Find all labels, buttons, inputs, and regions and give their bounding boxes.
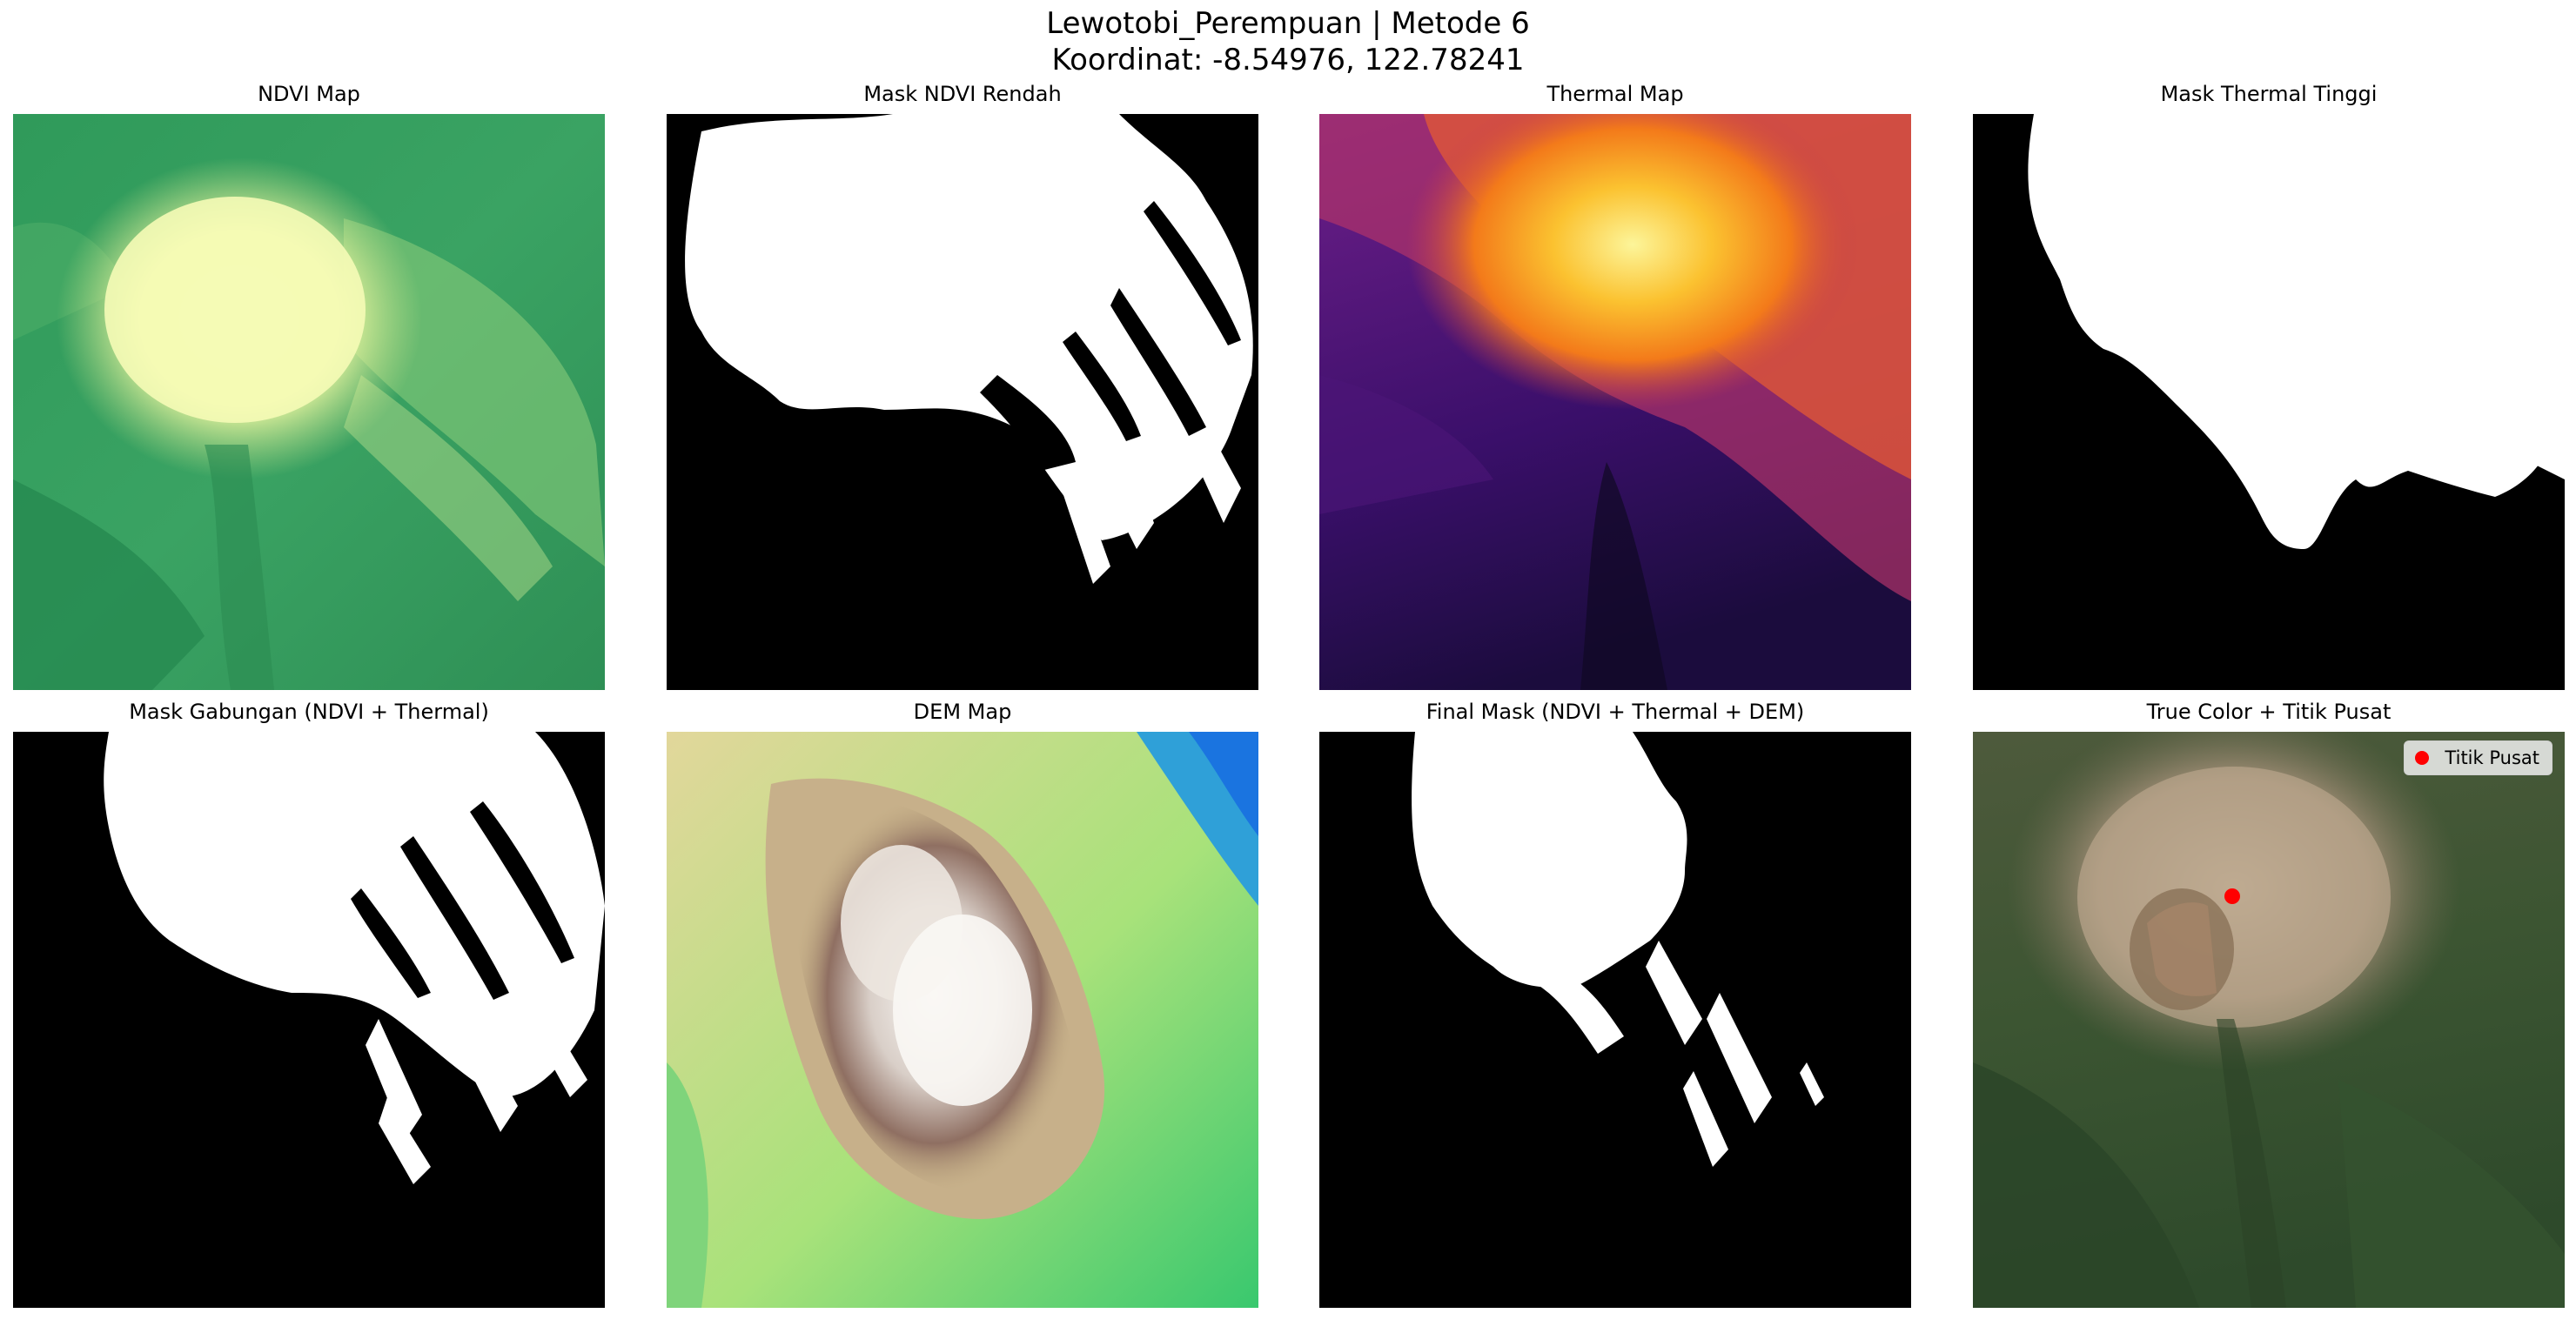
thermal-map-image [1319, 114, 1911, 690]
legend-label: Titik Pusat [2445, 747, 2539, 768]
ndvi-map-image [13, 114, 605, 690]
panel-title-dem-map: DEM Map [913, 700, 1012, 724]
figure-title: Lewotobi_Perempuan | Metode 6 Koordinat:… [0, 5, 2576, 78]
panel-title-ndvi-map: NDVI Map [258, 82, 360, 106]
panel-title-true-color: True Color + Titik Pusat [2146, 700, 2392, 724]
legend: Titik Pusat [2404, 740, 2553, 775]
dem-map-image [667, 732, 1258, 1308]
panel-title-mask-thermal-tinggi: Mask Thermal Tinggi [2160, 82, 2378, 106]
mask-gabungan-image [13, 732, 605, 1308]
panel-title-mask-ndvi-rendah: Mask NDVI Rendah [863, 82, 1062, 106]
panel-title-thermal-map: Thermal Map [1546, 82, 1684, 106]
mask-ndvi-rendah-image [667, 114, 1258, 690]
true-color-image: Titik Pusat [1973, 732, 2565, 1308]
titik-pusat-marker [2224, 888, 2240, 904]
figure-title-line1: Lewotobi_Perempuan | Metode 6 [1046, 6, 1530, 41]
figure-title-line2: Koordinat: -8.54976, 122.78241 [1051, 43, 1525, 77]
mask-thermal-tinggi-image [1973, 114, 2565, 690]
panel-title-mask-gabungan: Mask Gabungan (NDVI + Thermal) [129, 700, 489, 724]
final-mask-image [1319, 732, 1911, 1308]
red-dot-marker-icon [2415, 751, 2430, 765]
panel-title-final-mask: Final Mask (NDVI + Thermal + DEM) [1426, 700, 1805, 724]
